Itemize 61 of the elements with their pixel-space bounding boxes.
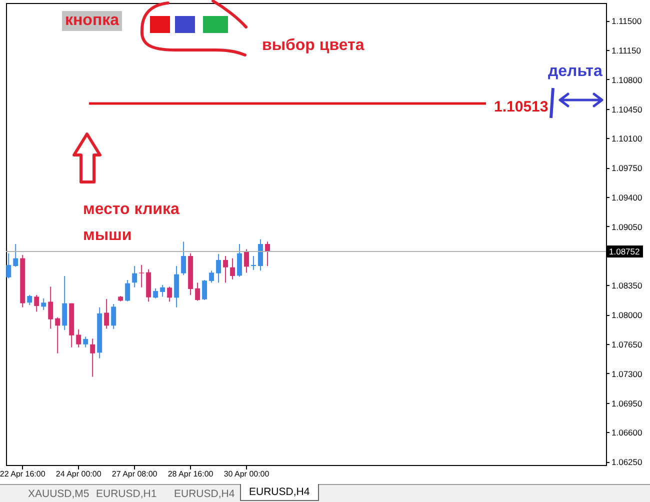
annotation: выбор цвета xyxy=(262,37,364,55)
candlestick xyxy=(209,270,214,284)
y-tick-label: 1.06250 xyxy=(612,457,642,468)
text: XAUUSD,M5 xyxy=(28,488,90,500)
y-tick-label: 1.08000 xyxy=(612,310,642,320)
candlestick xyxy=(76,328,82,348)
annotation: место клика мыши xyxy=(83,200,180,246)
text: EURUSD,H1 xyxy=(96,488,157,500)
candlestick xyxy=(181,241,186,276)
candlestick xyxy=(202,280,208,301)
candlestick xyxy=(174,266,180,308)
y-tick-label: 1.09050 xyxy=(612,222,642,232)
text: EURUSD,H4 xyxy=(174,488,235,500)
candlestick xyxy=(62,276,68,331)
candlestick xyxy=(27,294,32,306)
candlestick xyxy=(6,252,12,279)
candlestick xyxy=(153,288,158,299)
candlestick xyxy=(111,303,116,330)
candlestick xyxy=(195,282,200,302)
y-tick-label: 1.10450 xyxy=(612,104,642,114)
candlestick xyxy=(258,238,264,272)
y-tick-label: 1.10100 xyxy=(612,134,642,144)
candlestick xyxy=(167,286,172,302)
y-tick-label: 1.07650 xyxy=(612,340,642,350)
annotation: дельта xyxy=(548,63,602,81)
candlestick xyxy=(160,284,166,298)
candlestick xyxy=(41,298,46,311)
candlestick xyxy=(90,338,96,378)
candlestick xyxy=(237,243,242,278)
candlestick xyxy=(83,336,88,348)
y-tick-label: 1.06600 xyxy=(612,428,642,438)
candlestick xyxy=(13,243,18,268)
y-tick-label: 1.11150 xyxy=(612,46,642,56)
candlestick xyxy=(223,256,228,284)
candlestick xyxy=(139,264,144,288)
candlestick xyxy=(265,241,270,267)
candlestick xyxy=(104,298,110,330)
x-tick-label: 30 Apr 00:00 xyxy=(224,470,270,478)
candlestick xyxy=(48,286,54,330)
annotation: кнопка xyxy=(62,11,122,31)
ref-line-label: 1.10513 xyxy=(494,98,548,116)
x-tick-label: 22 Apr 16:00 xyxy=(0,470,46,478)
candlestick xyxy=(216,253,222,284)
x-tick-label: 27 Apr 08:00 xyxy=(112,470,158,478)
x-tick-label: 24 Apr 00:00 xyxy=(56,470,102,478)
candlestick xyxy=(230,258,236,280)
y-tick-label: 1.10800 xyxy=(612,74,642,85)
candlestick xyxy=(244,248,250,274)
y-tick-label: 1.11500 xyxy=(612,16,642,26)
y-tick-label: 1.08350 xyxy=(612,280,642,291)
candlestick xyxy=(251,256,256,270)
x-tick-label: 28 Apr 16:00 xyxy=(168,470,214,478)
y-tick-label: 1.07300 xyxy=(612,368,642,379)
candlestick xyxy=(55,316,60,354)
ref-line-label: 1.08752 xyxy=(609,246,640,256)
y-tick-label: 1.09750 xyxy=(612,163,642,174)
candlestick xyxy=(132,266,138,288)
candlestick xyxy=(34,294,40,312)
y-tick-label: 1.06950 xyxy=(612,398,642,408)
candlestick xyxy=(125,280,130,302)
y-tick-label: 1.09400 xyxy=(612,192,642,203)
